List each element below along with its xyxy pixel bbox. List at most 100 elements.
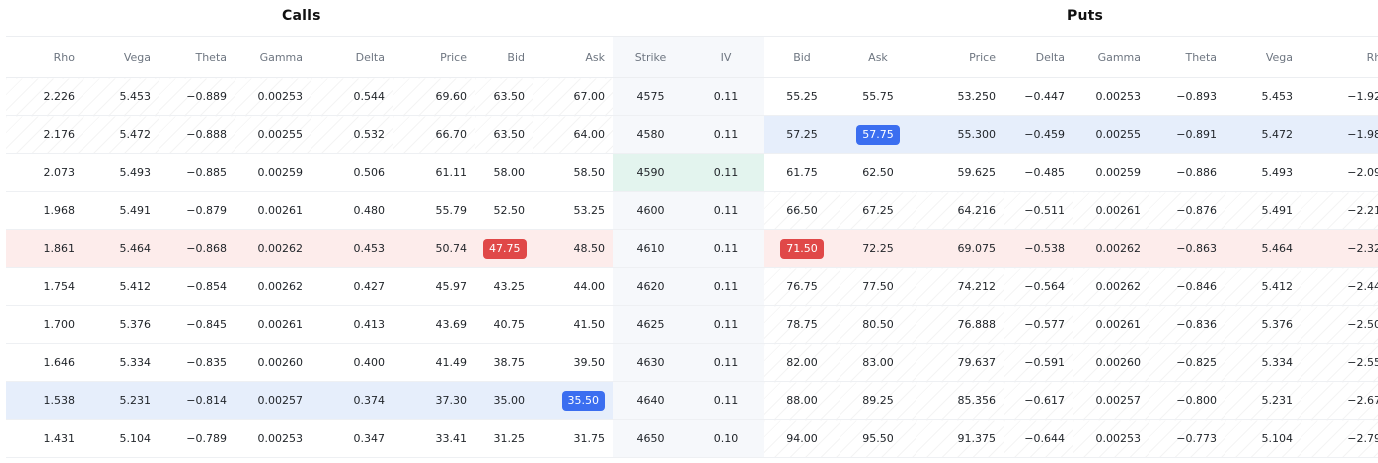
- cell-put-vega: 5.334: [1225, 343, 1301, 382]
- cell-call-bid[interactable]: 43.25: [475, 267, 533, 306]
- cell-iv: 0.11: [688, 305, 764, 344]
- cell-put-ask[interactable]: 67.25: [840, 191, 916, 230]
- table-row[interactable]: 1.754 5.412 −0.854 0.00262 0.427 45.97 43.25 44…: [6, 267, 1378, 306]
- cell-call-ask[interactable]: 31.75: [533, 419, 613, 458]
- cell-put-delta: −0.485: [1004, 153, 1073, 192]
- col-call-vega[interactable]: Vega: [83, 36, 159, 78]
- table-row[interactable]: 1.431 5.104 −0.789 0.00253 0.347 33.41 31.25 31…: [6, 419, 1378, 458]
- cell-put-delta: −0.538: [1004, 229, 1073, 268]
- cell-put-bid[interactable]: 55.25: [764, 77, 840, 116]
- selected-quote-badge[interactable]: 35.50: [561, 390, 605, 411]
- cell-call-ask[interactable]: 64.00: [533, 115, 613, 154]
- cell-call-bid[interactable]: 35.00: [475, 381, 533, 420]
- cell-put-rho: −1.929: [1301, 77, 1378, 116]
- cell-call-bid[interactable]: 52.50: [475, 191, 533, 230]
- col-iv[interactable]: IV: [688, 36, 764, 78]
- cell-call-delta: 0.506: [311, 153, 393, 192]
- selected-quote-badge[interactable]: 71.50: [780, 238, 824, 259]
- col-call-bid[interactable]: Bid: [475, 36, 533, 78]
- cell-put-ask[interactable]: 95.50: [840, 419, 916, 458]
- cell-call-price: 55.79: [393, 191, 475, 230]
- cell-put-theta: −0.825: [1149, 343, 1225, 382]
- cell-put-theta: −0.773: [1149, 419, 1225, 458]
- option-chain-body: 2.226 5.453 −0.889 0.00253 0.544 69.60 63.50 67…: [6, 77, 1378, 458]
- cell-put-ask[interactable]: 55.75: [840, 77, 916, 116]
- cell-put-bid[interactable]: 76.75: [764, 267, 840, 306]
- cell-call-ask[interactable]: 53.25: [533, 191, 613, 230]
- cell-put-bid[interactable]: 78.75: [764, 305, 840, 344]
- cell-put-vega: 5.472: [1225, 115, 1301, 154]
- cell-put-bid[interactable]: 57.25: [764, 115, 840, 154]
- cell-put-delta: −0.447: [1004, 77, 1073, 116]
- cell-call-ask[interactable]: 35.50: [533, 381, 613, 420]
- selected-quote-badge[interactable]: 57.75: [856, 124, 900, 145]
- table-row[interactable]: 1.700 5.376 −0.845 0.00261 0.413 43.69 40.75 41…: [6, 305, 1378, 344]
- cell-call-bid[interactable]: 31.25: [475, 419, 533, 458]
- col-call-delta[interactable]: Delta: [311, 36, 393, 78]
- cell-put-price: 79.637: [916, 343, 1004, 382]
- cell-call-vega: 5.491: [83, 191, 159, 230]
- cell-put-rho: −2.096: [1301, 153, 1378, 192]
- cell-put-ask[interactable]: 77.50: [840, 267, 916, 306]
- cell-call-bid[interactable]: 40.75: [475, 305, 533, 344]
- cell-call-theta: −0.835: [159, 343, 235, 382]
- cell-put-theta: −0.886: [1149, 153, 1225, 192]
- cell-call-bid[interactable]: 63.50: [475, 115, 533, 154]
- cell-call-ask[interactable]: 39.50: [533, 343, 613, 382]
- cell-put-vega: 5.493: [1225, 153, 1301, 192]
- col-call-rho[interactable]: Rho: [6, 36, 83, 78]
- cell-call-bid[interactable]: 63.50: [475, 77, 533, 116]
- cell-put-gamma: 0.00260: [1073, 343, 1149, 382]
- cell-put-bid[interactable]: 82.00: [764, 343, 840, 382]
- cell-put-ask[interactable]: 83.00: [840, 343, 916, 382]
- cell-iv: 0.11: [688, 153, 764, 192]
- cell-put-ask[interactable]: 62.50: [840, 153, 916, 192]
- cell-call-bid[interactable]: 47.75: [475, 229, 533, 268]
- col-call-gamma[interactable]: Gamma: [235, 36, 311, 78]
- table-row[interactable]: 2.226 5.453 −0.889 0.00253 0.544 69.60 63.50 67…: [6, 77, 1378, 116]
- table-row[interactable]: 1.538 5.231 −0.814 0.00257 0.374 37.30 35.00 35…: [6, 381, 1378, 420]
- cell-put-ask[interactable]: 80.50: [840, 305, 916, 344]
- cell-put-bid[interactable]: 94.00: [764, 419, 840, 458]
- cell-put-gamma: 0.00257: [1073, 381, 1149, 420]
- col-call-price[interactable]: Price: [393, 36, 475, 78]
- col-put-rho[interactable]: Rho: [1301, 36, 1378, 78]
- col-call-theta[interactable]: Theta: [159, 36, 235, 78]
- col-strike[interactable]: Strike: [613, 36, 688, 78]
- cell-put-ask[interactable]: 89.25: [840, 381, 916, 420]
- selected-quote-badge[interactable]: 47.75: [483, 238, 527, 259]
- col-put-gamma[interactable]: Gamma: [1073, 36, 1149, 78]
- table-row[interactable]: 1.861 5.464 −0.868 0.00262 0.453 50.74 47.75 48…: [6, 229, 1378, 268]
- cell-call-delta: 0.400: [311, 343, 393, 382]
- cell-put-price: 64.216: [916, 191, 1004, 230]
- cell-put-ask[interactable]: 57.75: [840, 115, 916, 154]
- table-row[interactable]: 1.646 5.334 −0.835 0.00260 0.400 41.49 38.75 39…: [6, 343, 1378, 382]
- cell-call-ask[interactable]: 44.00: [533, 267, 613, 306]
- cell-put-ask[interactable]: 72.25: [840, 229, 916, 268]
- table-row[interactable]: 2.176 5.472 −0.888 0.00255 0.532 66.70 63.50 64…: [6, 115, 1378, 154]
- cell-put-bid[interactable]: 61.75: [764, 153, 840, 192]
- col-put-theta[interactable]: Theta: [1149, 36, 1225, 78]
- cell-call-price: 41.49: [393, 343, 475, 382]
- col-put-ask[interactable]: Ask: [840, 36, 916, 78]
- cell-call-bid[interactable]: 58.00: [475, 153, 533, 192]
- cell-call-ask[interactable]: 48.50: [533, 229, 613, 268]
- cell-call-ask[interactable]: 58.50: [533, 153, 613, 192]
- cell-call-ask[interactable]: 67.00: [533, 77, 613, 116]
- cell-put-theta: −0.893: [1149, 77, 1225, 116]
- col-put-bid[interactable]: Bid: [764, 36, 840, 78]
- cell-put-delta: −0.644: [1004, 419, 1073, 458]
- col-put-delta[interactable]: Delta: [1004, 36, 1073, 78]
- col-put-price[interactable]: Price: [916, 36, 1004, 78]
- cell-put-bid[interactable]: 88.00: [764, 381, 840, 420]
- col-put-vega[interactable]: Vega: [1225, 36, 1301, 78]
- cell-put-bid[interactable]: 66.50: [764, 191, 840, 230]
- cell-put-price: 85.356: [916, 381, 1004, 420]
- cell-call-bid[interactable]: 38.75: [475, 343, 533, 382]
- col-call-ask[interactable]: Ask: [533, 36, 613, 78]
- table-row[interactable]: 1.968 5.491 −0.879 0.00261 0.480 55.79 52.50 53…: [6, 191, 1378, 230]
- table-row[interactable]: 2.073 5.493 −0.885 0.00259 0.506 61.11 58.00 58…: [6, 153, 1378, 192]
- cell-call-theta: −0.814: [159, 381, 235, 420]
- cell-put-bid[interactable]: 71.50: [764, 229, 840, 268]
- cell-call-ask[interactable]: 41.50: [533, 305, 613, 344]
